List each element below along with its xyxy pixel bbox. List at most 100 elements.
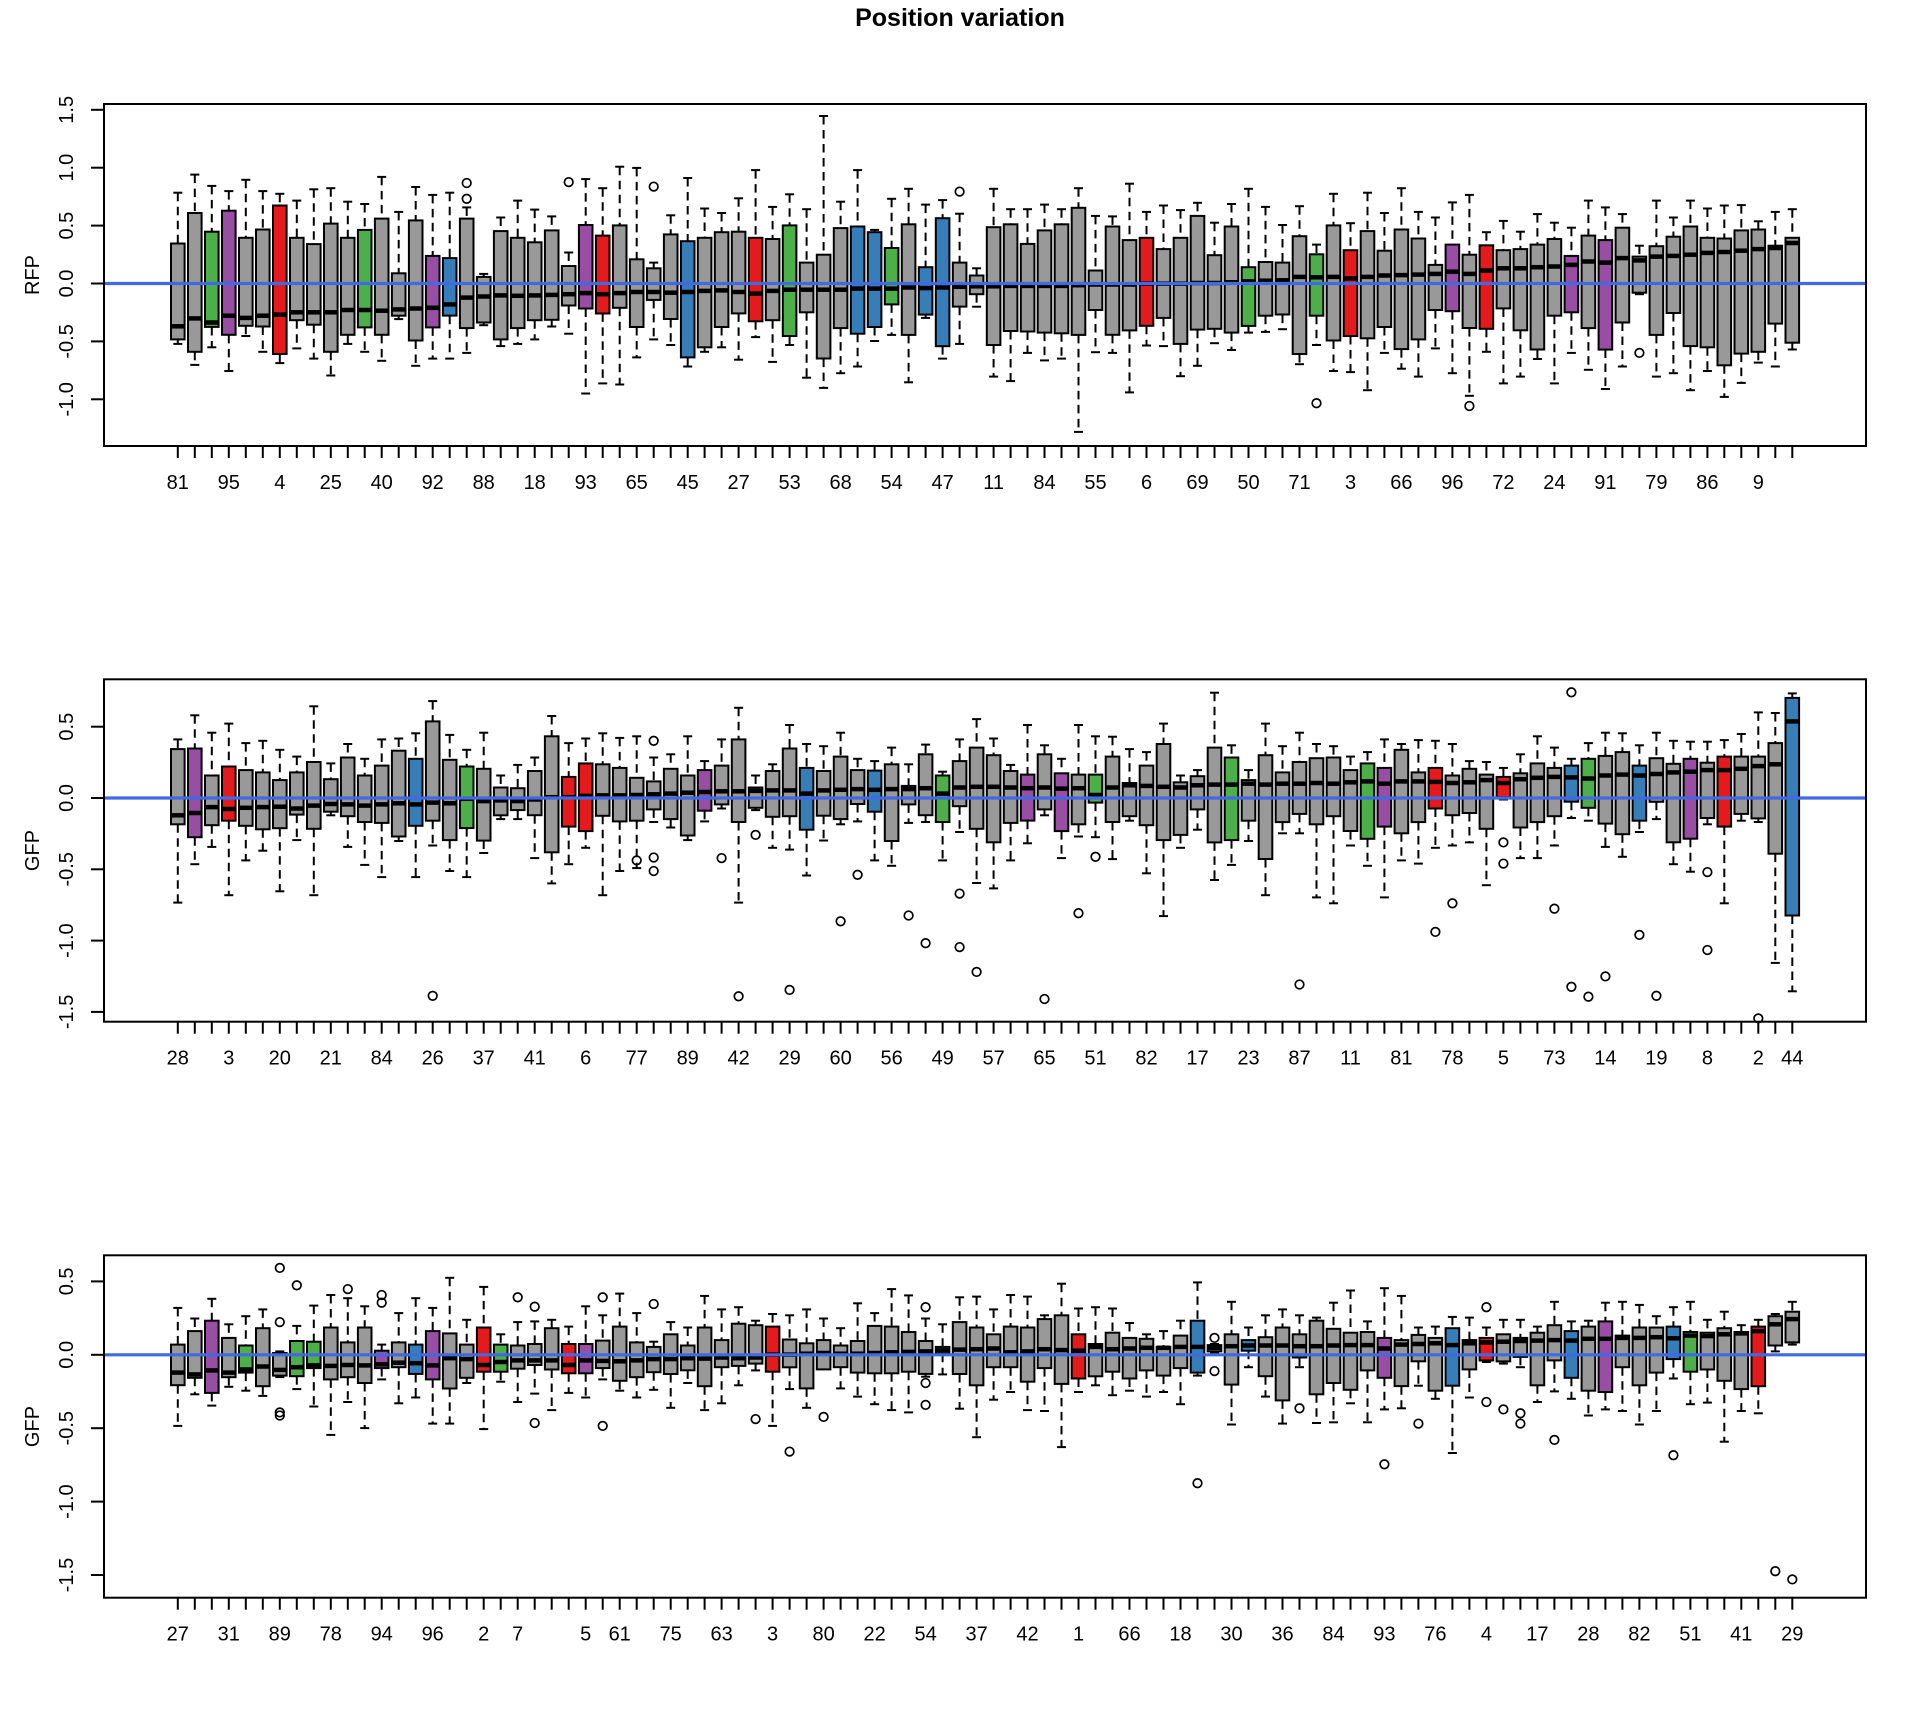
svg-text:5: 5 (1498, 1048, 1509, 1070)
svg-text:88: 88 (473, 472, 495, 494)
svg-text:77: 77 (626, 1048, 648, 1070)
svg-text:61: 61 (609, 1624, 631, 1646)
svg-text:28: 28 (167, 1048, 189, 1070)
svg-text:31: 31 (218, 1624, 240, 1646)
svg-text:Position variation: Position variation (855, 4, 1065, 32)
svg-text:72: 72 (1492, 472, 1514, 494)
svg-text:80: 80 (812, 1624, 834, 1646)
svg-text:24: 24 (1543, 472, 1565, 494)
svg-text:11: 11 (1340, 1048, 1361, 1070)
svg-text:47: 47 (931, 472, 953, 494)
svg-text:28: 28 (1577, 1624, 1599, 1646)
svg-text:66: 66 (1390, 472, 1412, 494)
svg-text:19: 19 (1645, 1048, 1667, 1070)
svg-text:37: 37 (473, 1048, 495, 1070)
svg-text:81: 81 (1390, 1048, 1412, 1070)
svg-text:69: 69 (1186, 472, 1208, 494)
svg-text:93: 93 (575, 472, 597, 494)
svg-text:73: 73 (1543, 1048, 1565, 1070)
svg-text:4: 4 (1481, 1624, 1492, 1646)
svg-text:57: 57 (982, 1048, 1004, 1070)
svg-text:3: 3 (1345, 472, 1356, 494)
svg-text:94: 94 (371, 1624, 393, 1646)
svg-text:68: 68 (829, 472, 851, 494)
svg-text:42: 42 (1016, 1624, 1038, 1646)
svg-text:0.5: 0.5 (56, 212, 78, 240)
svg-text:66: 66 (1118, 1624, 1140, 1646)
svg-text:-1.5: -1.5 (56, 995, 78, 1029)
svg-text:87: 87 (1288, 1048, 1310, 1070)
svg-text:37: 37 (965, 1624, 987, 1646)
svg-text:17: 17 (1186, 1048, 1208, 1070)
svg-text:84: 84 (1322, 1624, 1344, 1646)
svg-text:89: 89 (677, 1048, 699, 1070)
svg-text:27: 27 (167, 1624, 189, 1646)
svg-text:79: 79 (1645, 472, 1667, 494)
svg-text:86: 86 (1696, 472, 1718, 494)
svg-text:53: 53 (778, 472, 800, 494)
svg-text:22: 22 (863, 1624, 885, 1646)
svg-text:1.0: 1.0 (56, 154, 78, 182)
svg-text:4: 4 (274, 472, 285, 494)
svg-text:60: 60 (829, 1048, 851, 1070)
svg-text:5: 5 (580, 1624, 591, 1646)
svg-text:82: 82 (1135, 1048, 1157, 1070)
svg-text:0.0: 0.0 (56, 784, 78, 812)
svg-text:41: 41 (524, 1048, 546, 1070)
svg-text:3: 3 (223, 1048, 234, 1070)
svg-text:-1.0: -1.0 (56, 382, 78, 416)
svg-text:26: 26 (422, 1048, 444, 1070)
svg-text:89: 89 (269, 1624, 291, 1646)
svg-text:29: 29 (1781, 1624, 1803, 1646)
svg-text:78: 78 (1441, 1048, 1463, 1070)
svg-text:2: 2 (1753, 1048, 1764, 1070)
svg-text:1.5: 1.5 (56, 96, 78, 124)
svg-text:20: 20 (269, 1048, 291, 1070)
svg-text:54: 54 (914, 1624, 936, 1646)
svg-text:23: 23 (1237, 1048, 1259, 1070)
svg-text:41: 41 (1730, 1624, 1752, 1646)
svg-text:11: 11 (983, 472, 1004, 494)
svg-text:18: 18 (1169, 1624, 1191, 1646)
svg-text:1: 1 (1073, 1624, 1084, 1646)
svg-text:17: 17 (1526, 1624, 1548, 1646)
svg-text:-0.5: -0.5 (56, 852, 78, 886)
svg-text:14: 14 (1594, 1048, 1616, 1070)
svg-text:27: 27 (727, 472, 749, 494)
svg-text:3: 3 (767, 1624, 778, 1646)
svg-text:44: 44 (1781, 1048, 1803, 1070)
svg-text:-0.5: -0.5 (56, 324, 78, 358)
svg-text:54: 54 (880, 472, 902, 494)
svg-text:RFP: RFP (22, 255, 44, 295)
svg-text:0.0: 0.0 (56, 270, 78, 298)
svg-text:92: 92 (422, 472, 444, 494)
svg-text:78: 78 (320, 1624, 342, 1646)
svg-text:9: 9 (1753, 472, 1764, 494)
svg-text:95: 95 (218, 472, 240, 494)
svg-text:-1.0: -1.0 (56, 923, 78, 957)
svg-text:50: 50 (1237, 472, 1259, 494)
svg-text:40: 40 (371, 472, 393, 494)
svg-text:25: 25 (320, 472, 342, 494)
svg-text:6: 6 (1141, 472, 1152, 494)
svg-text:0.5: 0.5 (56, 1267, 78, 1295)
svg-text:76: 76 (1424, 1624, 1446, 1646)
svg-text:21: 21 (320, 1048, 342, 1070)
svg-text:2: 2 (478, 1624, 489, 1646)
svg-text:-1.5: -1.5 (56, 1558, 78, 1592)
svg-text:-1.0: -1.0 (56, 1484, 78, 1518)
svg-text:84: 84 (1033, 472, 1055, 494)
svg-text:65: 65 (626, 472, 648, 494)
svg-text:49: 49 (931, 1048, 953, 1070)
svg-text:56: 56 (880, 1048, 902, 1070)
svg-text:71: 71 (1288, 472, 1310, 494)
svg-text:0.5: 0.5 (56, 713, 78, 741)
svg-text:7: 7 (512, 1624, 523, 1646)
svg-text:55: 55 (1084, 472, 1106, 494)
svg-text:84: 84 (371, 1048, 393, 1070)
svg-text:51: 51 (1679, 1624, 1701, 1646)
svg-text:65: 65 (1033, 1048, 1055, 1070)
svg-text:8: 8 (1702, 1048, 1713, 1070)
svg-text:81: 81 (167, 472, 189, 494)
svg-text:36: 36 (1271, 1624, 1293, 1646)
